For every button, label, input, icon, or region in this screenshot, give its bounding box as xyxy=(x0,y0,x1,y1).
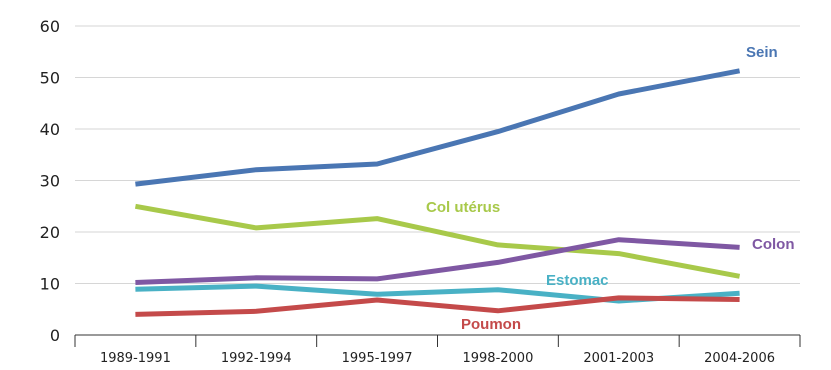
series-lines xyxy=(134,68,741,317)
series-line-col-uterus xyxy=(134,203,741,279)
series-line-colon xyxy=(135,237,740,285)
x-tick-label: 1989-1991 xyxy=(100,351,171,366)
x-tick-label: 2004-2006 xyxy=(704,351,775,366)
y-tick-label: 0 xyxy=(50,326,60,345)
x-tick-label: 1995-1997 xyxy=(342,351,413,366)
y-tick-label: 30 xyxy=(40,172,60,191)
x-tick-label: 1998-2000 xyxy=(462,351,533,366)
x-tick-label: 2001-2003 xyxy=(583,351,654,366)
series-label-col-uterus: Col utérus xyxy=(426,199,500,216)
y-axis: 0 10 20 30 40 50 60 xyxy=(40,17,60,345)
y-tick-label: 20 xyxy=(40,223,60,242)
series-label-estomac: Estomac xyxy=(546,272,609,289)
y-tick-label: 10 xyxy=(40,275,60,294)
y-tick-label: 40 xyxy=(40,120,60,139)
x-axis: 1989-1991 1992-1994 1995-1997 1998-2000 2001… xyxy=(74,334,801,366)
y-tick-label: 50 xyxy=(40,69,60,88)
series-labels: Sein Col utérus Colon Estomac Poumon xyxy=(426,44,795,333)
series-label-colon: Colon xyxy=(752,236,795,253)
series-label-sein: Sein xyxy=(746,44,778,61)
series-line-sein xyxy=(135,68,741,187)
series-label-poumon: Poumon xyxy=(461,316,521,333)
gridlines xyxy=(75,25,800,284)
series-line-poumon xyxy=(135,295,740,317)
x-tick-label: 1992-1994 xyxy=(221,351,292,366)
y-tick-label: 60 xyxy=(40,17,60,36)
